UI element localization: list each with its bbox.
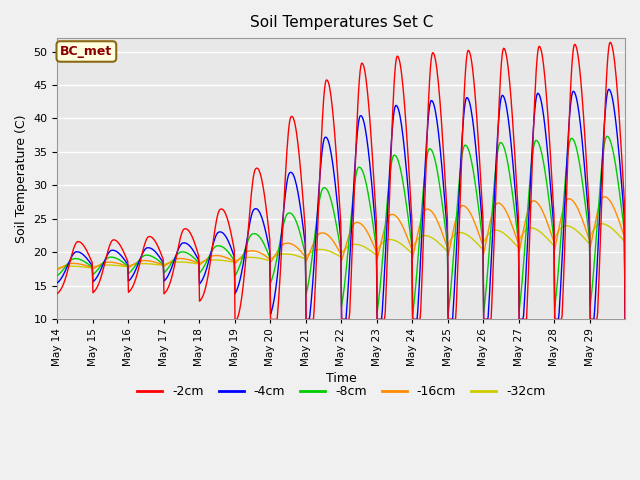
X-axis label: Time: Time (326, 372, 356, 385)
Y-axis label: Soil Temperature (C): Soil Temperature (C) (15, 115, 28, 243)
Title: Soil Temperatures Set C: Soil Temperatures Set C (250, 15, 433, 30)
Legend: -2cm, -4cm, -8cm, -16cm, -32cm: -2cm, -4cm, -8cm, -16cm, -32cm (132, 380, 550, 403)
Text: BC_met: BC_met (60, 45, 113, 58)
